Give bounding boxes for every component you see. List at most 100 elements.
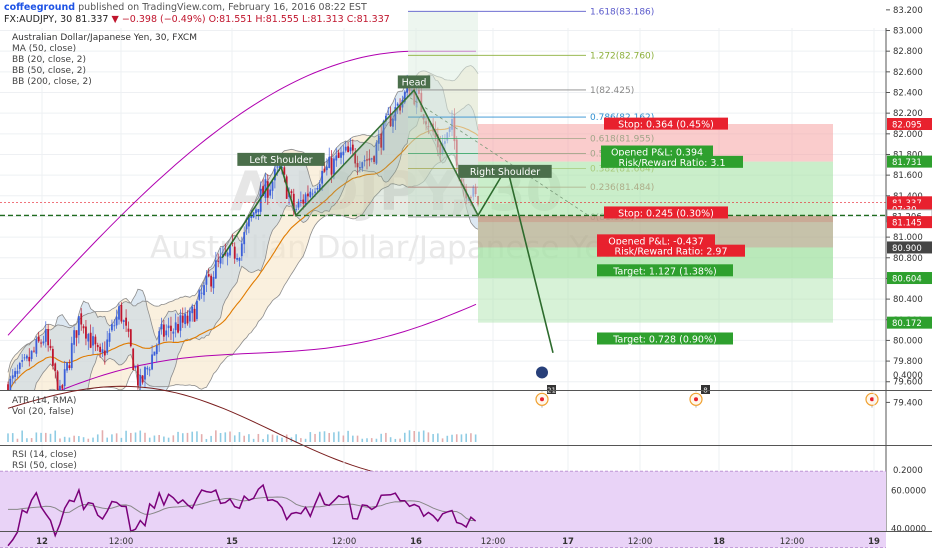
- candle[interactable]: [342, 145, 345, 165]
- candle[interactable]: [158, 327, 161, 352]
- candle[interactable]: [382, 119, 385, 151]
- legend-bb20[interactable]: BB (20, close, 2): [12, 55, 87, 65]
- candle[interactable]: [153, 351, 156, 356]
- candle[interactable]: [77, 316, 80, 344]
- flag-icon-aud[interactable]: [536, 366, 548, 379]
- candle[interactable]: [120, 302, 123, 324]
- candle[interactable]: [115, 309, 118, 329]
- candle[interactable]: [146, 365, 149, 375]
- candle[interactable]: [255, 207, 257, 220]
- legend-rsi14[interactable]: RSI (14, close): [12, 450, 77, 460]
- candle[interactable]: [63, 360, 66, 395]
- legend-atr[interactable]: ATR (14, RMA): [12, 396, 77, 406]
- candle[interactable]: [191, 303, 194, 322]
- candle[interactable]: [59, 379, 61, 400]
- candle[interactable]: [354, 147, 357, 168]
- candle[interactable]: [375, 140, 378, 165]
- candle[interactable]: [155, 343, 158, 363]
- candle[interactable]: [80, 308, 83, 331]
- candle[interactable]: [363, 155, 366, 167]
- candle[interactable]: [295, 204, 298, 212]
- candle[interactable]: [340, 146, 342, 165]
- candle[interactable]: [297, 198, 300, 210]
- candle[interactable]: [243, 226, 246, 254]
- symbol-text[interactable]: FX:AUDJPY, 30: [4, 14, 73, 25]
- candle[interactable]: [75, 330, 78, 347]
- candle[interactable]: [231, 234, 234, 247]
- legend-rsi50[interactable]: RSI (50, close): [12, 461, 77, 471]
- candle[interactable]: [160, 317, 163, 335]
- candle[interactable]: [82, 324, 85, 334]
- candle[interactable]: [172, 328, 175, 342]
- candle[interactable]: [125, 309, 127, 333]
- candle[interactable]: [366, 150, 368, 170]
- candle[interactable]: [134, 365, 137, 369]
- candle[interactable]: [198, 288, 201, 301]
- candle[interactable]: [122, 319, 125, 330]
- time-axis[interactable]: 12 12:00 15 12:00 16 12:00 17 12:00 18 12:00 19: [0, 531, 932, 548]
- candle[interactable]: [106, 330, 109, 355]
- candle[interactable]: [236, 253, 238, 262]
- candle[interactable]: [14, 367, 16, 384]
- candle[interactable]: [16, 364, 19, 379]
- candle[interactable]: [200, 285, 203, 299]
- candle[interactable]: [101, 342, 104, 357]
- candle[interactable]: [44, 321, 47, 348]
- candle[interactable]: [214, 251, 217, 280]
- candle[interactable]: [9, 375, 12, 405]
- candle[interactable]: [151, 345, 153, 371]
- candle[interactable]: [28, 348, 31, 367]
- candle[interactable]: [307, 185, 309, 203]
- candle[interactable]: [103, 341, 106, 365]
- candle[interactable]: [359, 161, 361, 173]
- candle[interactable]: [325, 158, 328, 176]
- candle[interactable]: [170, 316, 172, 341]
- candle[interactable]: [40, 339, 42, 348]
- candle[interactable]: [188, 307, 191, 328]
- candle[interactable]: [205, 270, 208, 292]
- candle[interactable]: [7, 381, 9, 401]
- candle[interactable]: [380, 125, 383, 155]
- candle[interactable]: [193, 305, 196, 322]
- candle[interactable]: [212, 271, 215, 295]
- candle[interactable]: [207, 268, 210, 278]
- candle[interactable]: [349, 138, 352, 155]
- candle[interactable]: [377, 129, 380, 151]
- candle[interactable]: [264, 173, 267, 202]
- candle[interactable]: [99, 343, 102, 358]
- candle[interactable]: [89, 324, 92, 349]
- atr-volume-pane[interactable]: 0.4000 0.2000: [0, 371, 932, 480]
- candle[interactable]: [347, 142, 350, 153]
- legend-bb200[interactable]: BB (200, close, 2): [12, 77, 92, 87]
- candle[interactable]: [389, 106, 392, 127]
- candle[interactable]: [139, 368, 142, 393]
- candle[interactable]: [85, 320, 87, 346]
- candle[interactable]: [18, 361, 21, 374]
- candle[interactable]: [127, 321, 130, 338]
- author-link[interactable]: coffeeground: [4, 2, 76, 13]
- candle[interactable]: [309, 187, 312, 199]
- candle[interactable]: [30, 350, 33, 362]
- candle[interactable]: [61, 383, 64, 397]
- candle[interactable]: [356, 155, 359, 176]
- candle[interactable]: [299, 191, 302, 207]
- candle[interactable]: [373, 155, 375, 165]
- candle[interactable]: [392, 111, 394, 134]
- candle[interactable]: [403, 90, 406, 105]
- price-axis[interactable]: 83.200 83.000 82.800 82.600 82.400 82.200 82.0…: [885, 0, 932, 550]
- candle[interactable]: [248, 216, 250, 234]
- candle[interactable]: [96, 342, 99, 351]
- candle[interactable]: [226, 251, 229, 266]
- candle[interactable]: [316, 185, 319, 193]
- candle[interactable]: [25, 354, 28, 362]
- candle[interactable]: [233, 242, 236, 264]
- candle[interactable]: [370, 157, 373, 163]
- candle[interactable]: [203, 281, 205, 302]
- candle[interactable]: [108, 328, 111, 347]
- candle[interactable]: [68, 359, 71, 371]
- candle[interactable]: [361, 161, 364, 172]
- candle[interactable]: [129, 328, 132, 348]
- candle[interactable]: [240, 236, 243, 261]
- candle[interactable]: [177, 316, 179, 334]
